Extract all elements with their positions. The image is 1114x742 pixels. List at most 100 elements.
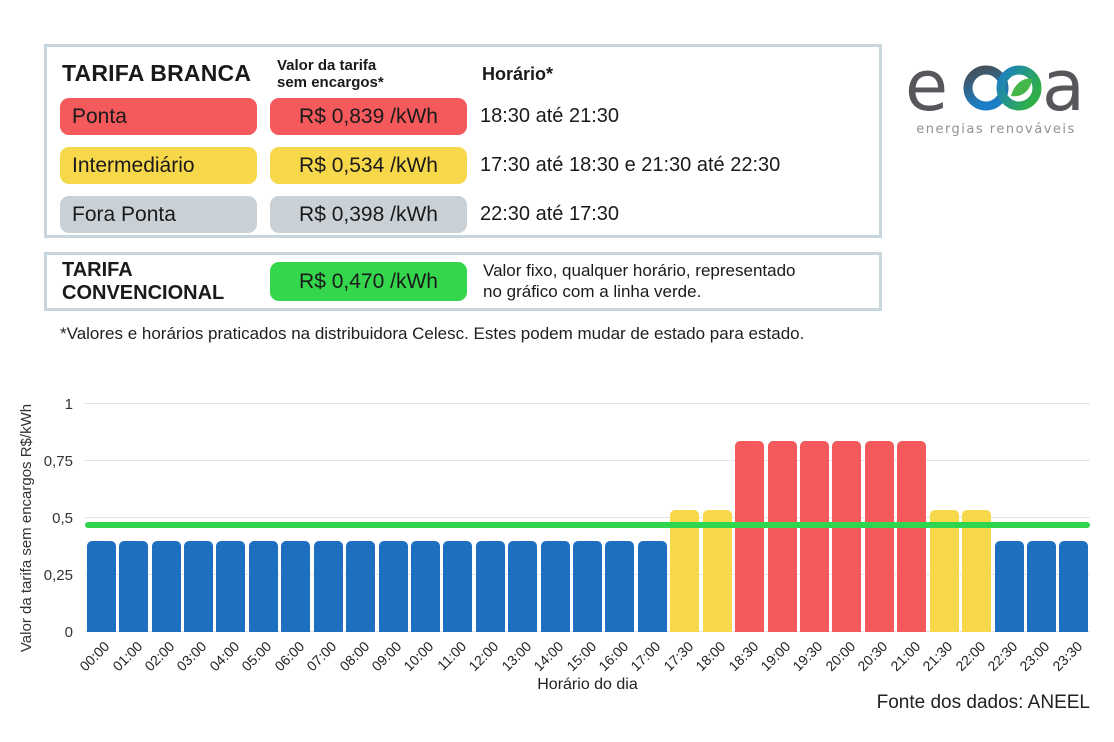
tariff-time-range: 17:30 até 18:30 e 21:30 até 22:30 (480, 154, 781, 176)
bar-slot-0200: 02:00 (141, 404, 182, 674)
x-tick-label: 21:30 (919, 638, 956, 675)
bar-0900 (378, 541, 408, 632)
column-header-time: Horário* (482, 64, 554, 84)
x-tick-label: 21:00 (886, 638, 924, 675)
bar-2330 (1059, 541, 1089, 632)
bar-slot-0300: 03:00 (174, 404, 214, 674)
bar-slot-2030: 20:30 (855, 404, 895, 674)
tarifa-branca-table: TARIFA BRANCA Valor da tarifa sem encarg… (44, 44, 882, 238)
x-tick-label: 22:00 (951, 638, 988, 675)
x-axis-label: Horário do dia (537, 676, 638, 693)
bar-1800 (702, 510, 732, 632)
y-tick-label: 0,5 (52, 510, 73, 527)
tariff-price-badge: R$ 0,398 /kWh (270, 196, 467, 233)
x-tick-label: 15:00 (562, 638, 599, 675)
x-tick-label: 20:30 (854, 638, 891, 675)
bar-slot-1730: 17:30 (660, 404, 701, 674)
x-tick-label: 22:30 (984, 638, 1021, 675)
x-tick-label: 04:00 (206, 638, 243, 675)
bar-slot-0900: 09:00 (368, 404, 409, 674)
y-tick-label: 0,75 (43, 453, 73, 470)
bar-0300 (183, 541, 213, 632)
gridline (85, 403, 1090, 404)
bar-slot-2000: 20:00 (822, 404, 863, 674)
x-tick-label: 00:00 (76, 638, 113, 675)
bar-slot-2230: 22:30 (984, 404, 1025, 674)
x-tick-label: 10:00 (400, 638, 437, 675)
x-tick-label: 14:00 (530, 638, 567, 675)
bar-slot-2130: 21:30 (919, 404, 960, 674)
logo-tagline: energias renováveis (916, 122, 1076, 137)
column-header-price-line1: Valor da tarifa (277, 57, 377, 74)
bar-1400 (540, 541, 570, 632)
x-tick-label: 13:00 (497, 638, 535, 675)
bar-1200 (475, 541, 505, 632)
bar-slot-1400: 14:00 (530, 404, 571, 674)
logo-letter-e: e (905, 46, 948, 127)
x-tick-label: 17:00 (627, 638, 664, 675)
ecoa-logo-graphic: e a energias renováveis (905, 45, 1085, 137)
bar-slot-0100: 01:00 (109, 404, 149, 674)
y-tick-label: 1 (64, 396, 73, 413)
bar-2000 (832, 440, 862, 632)
x-tick-label: 11:00 (433, 638, 470, 674)
chart-bars: 00:00 01:00 02:00 03:00 04:00 05:00 06:00 07:00… (76, 404, 1090, 674)
x-tick-label: 06:00 (270, 638, 308, 675)
column-header-price: Valor da tarifa sem encargos* (277, 57, 384, 91)
x-tick-label: 19:30 (789, 638, 826, 675)
y-tick-label: 0 (64, 624, 73, 641)
bar-slot-2200: 22:00 (952, 404, 992, 674)
bar-0700 (313, 541, 343, 632)
bar-slot-1930: 19:30 (790, 404, 830, 674)
bar-slot-2330: 23:30 (1049, 404, 1090, 674)
bar-1100 (443, 541, 473, 632)
tariff-label-badge: Ponta (60, 98, 257, 135)
tariff-bar-chart: 0 0,25 0,5 0,75 1 00:00 01:00 02:00 03:00 04:00 0… (44, 396, 1090, 674)
x-tick-label: 18:00 (692, 638, 729, 675)
bar-2030 (864, 440, 894, 632)
x-tick-label: 07:00 (303, 638, 340, 675)
x-tick-label: 19:00 (757, 638, 794, 675)
logo-letter-a: a (1042, 46, 1085, 127)
tariff-label-badge: Fora Ponta (60, 196, 257, 233)
tarifa-convencional-box: TARIFA CONVENCIONAL R$ 0,470 /kWh Valor … (44, 252, 882, 311)
bar-slot-1200: 12:00 (465, 404, 506, 674)
bar-0400 (216, 541, 246, 632)
bar-slot-0600: 06:00 (271, 404, 312, 674)
bar-slot-0700: 07:00 (303, 404, 344, 674)
tarifa-branca-title: TARIFA BRANCA (62, 60, 252, 86)
y-tick-label: 0,25 (43, 567, 73, 584)
bar-slot-1900: 19:00 (757, 404, 798, 674)
bar-0200 (151, 541, 181, 632)
x-tick-label: 09:00 (368, 638, 405, 675)
bar-0000 (86, 541, 116, 632)
tarifa-convencional-title: TARIFA CONVENCIONAL (62, 259, 224, 305)
tariff-label-badge: Intermediário (60, 147, 257, 184)
conventional-tariff-line (85, 521, 1090, 528)
bar-1500 (573, 541, 603, 632)
tarifa-convencional-title-line2: CONVENCIONAL (62, 282, 225, 304)
bar-1830 (735, 440, 765, 632)
x-tick-label: 16:00 (595, 638, 632, 675)
data-source: Fonte dos dados: ANEEL (876, 692, 1090, 713)
x-tick-label: 08:00 (335, 638, 372, 675)
bar-slot-1700: 17:00 (628, 404, 668, 674)
bar-slot-2300: 23:00 (1017, 404, 1057, 674)
bar-slot-1830: 18:30 (725, 404, 765, 674)
bar-slot-1100: 11:00 (434, 404, 474, 673)
bar-1700 (637, 541, 667, 632)
tarifa-branca-row: Intermediário R$ 0,534 /kWh 17:30 até 18:3… (60, 147, 866, 184)
convencional-description: Valor fixo, qualquer horário, representa… (483, 260, 795, 302)
gridline (85, 460, 1090, 461)
convencional-description-line2: no gráfico com a linha verde. (483, 282, 702, 301)
x-tick-label: 05:00 (238, 638, 275, 675)
column-header-price-line2: sem encargos* (277, 74, 384, 91)
x-tick-label: 12:00 (465, 638, 502, 675)
tarifa-branca-row: Fora Ponta R$ 0,398 /kWh 22:30 até 17:30 (60, 196, 866, 233)
x-tick-label: 18:30 (724, 638, 761, 675)
tariff-price-badge: R$ 0,839 /kWh (270, 98, 467, 135)
bar-slot-0000: 00:00 (76, 404, 117, 674)
bar-0100 (119, 541, 149, 632)
bar-0800 (346, 541, 376, 632)
tarifa-convencional-title-line1: TARIFA (62, 259, 133, 281)
